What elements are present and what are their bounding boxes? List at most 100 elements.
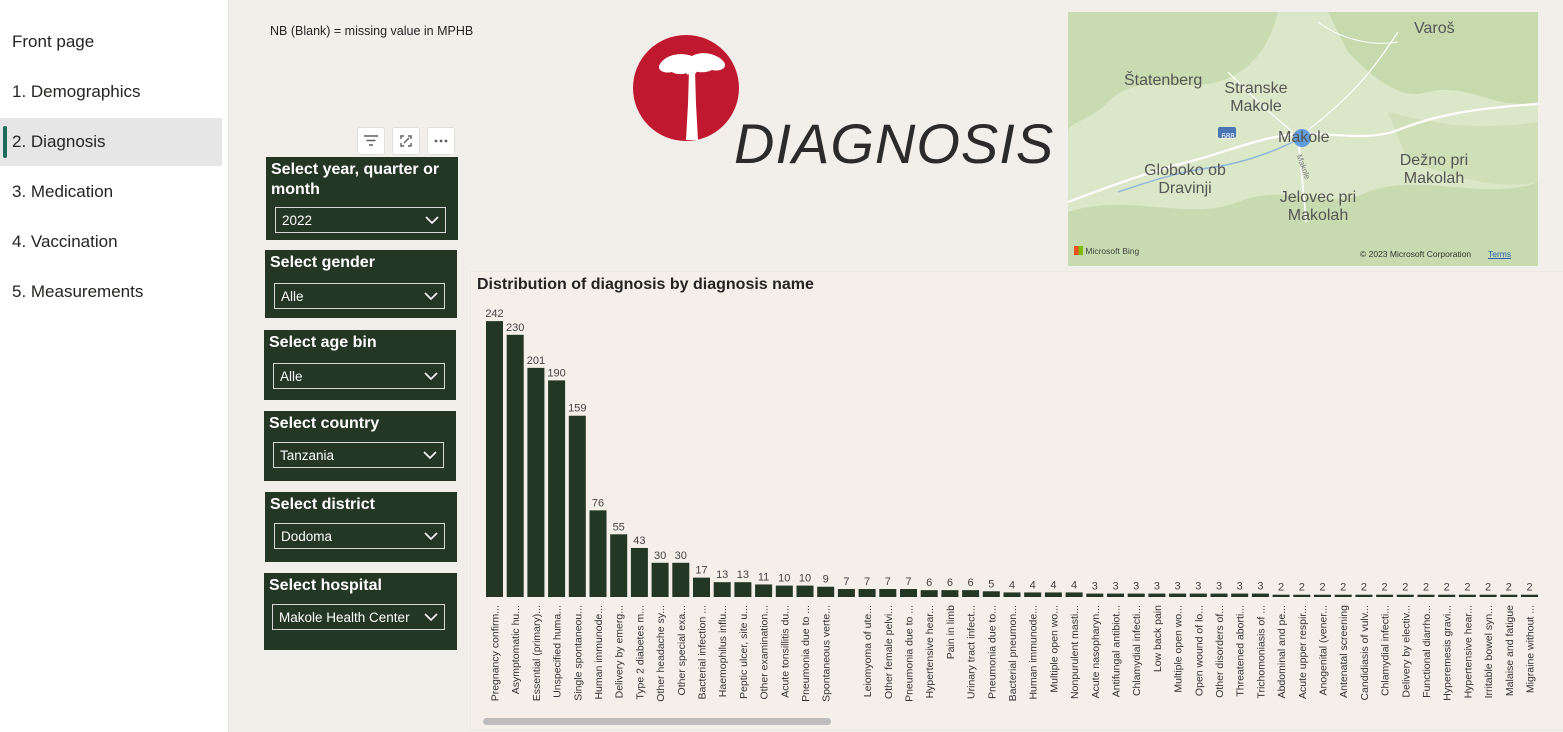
category-label: Hypertensive hear...	[924, 605, 936, 698]
data-label: 17	[695, 565, 707, 577]
filter-icon[interactable]	[357, 127, 385, 155]
nav-item-medication[interactable]: 3. Medication	[12, 182, 114, 201]
data-label: 43	[633, 535, 645, 547]
bar[interactable]	[630, 547, 648, 597]
gender-dropdown[interactable]: Alle	[274, 283, 445, 309]
slicer-period: Select year, quarter or month 2022	[266, 157, 458, 240]
bar[interactable]	[1024, 592, 1042, 597]
bar[interactable]	[1127, 593, 1145, 597]
bar[interactable]	[568, 415, 586, 597]
bar[interactable]	[506, 334, 524, 597]
bar[interactable]	[1293, 594, 1311, 597]
bar[interactable]	[1251, 593, 1269, 597]
data-label: 6	[968, 577, 974, 589]
nav-item-demographics[interactable]: 1. Demographics	[12, 82, 141, 101]
bar[interactable]	[1189, 593, 1207, 597]
nav-item-vaccination[interactable]: 4. Vaccination	[12, 232, 118, 251]
bar[interactable]	[589, 510, 607, 597]
bar[interactable]	[734, 582, 752, 597]
bar[interactable]	[1438, 594, 1456, 597]
bar[interactable]	[1500, 594, 1518, 597]
slicer-district-label: Select district	[270, 496, 375, 513]
bar[interactable]	[1044, 592, 1062, 597]
category-label: Anogenital (vener...	[1318, 605, 1330, 695]
bar[interactable]	[837, 589, 855, 597]
hospital-dropdown[interactable]: Makole Health Center	[272, 604, 445, 630]
more-options-icon[interactable]	[427, 127, 455, 155]
bar[interactable]	[610, 534, 628, 597]
bar[interactable]	[1376, 594, 1394, 597]
bar[interactable]	[1086, 593, 1104, 597]
data-label: 3	[1133, 581, 1139, 593]
age-bin-dropdown[interactable]: Alle	[273, 363, 445, 389]
country-dropdown[interactable]: Tanzania	[273, 442, 444, 468]
category-label: Other examination...	[759, 605, 771, 700]
bar[interactable]	[651, 562, 669, 597]
horizontal-scrollbar[interactable]	[483, 718, 831, 725]
data-label: 159	[568, 403, 586, 415]
data-label: 2	[1361, 582, 1367, 594]
nav-item-measurements[interactable]: 5. Measurements	[12, 282, 144, 301]
period-dropdown[interactable]: 2022	[275, 207, 446, 233]
bar[interactable]	[1334, 594, 1352, 597]
bar[interactable]	[962, 590, 980, 597]
data-label: 6	[947, 577, 953, 589]
chevron-down-icon	[424, 613, 438, 622]
location-map[interactable]: Varoš Štatenberg Stranske Makole Makole …	[1068, 12, 1538, 266]
category-label: Peptic ulcer, site u...	[738, 605, 750, 699]
bar[interactable]	[858, 589, 876, 597]
data-label: 2	[1340, 582, 1346, 594]
bar[interactable]	[1458, 594, 1476, 597]
bar[interactable]	[486, 321, 503, 597]
bar[interactable]	[796, 585, 814, 597]
bar[interactable]	[1003, 592, 1021, 597]
bar[interactable]	[1231, 593, 1249, 597]
bar[interactable]	[755, 584, 773, 597]
slicer-age-bin: Select age bin Alle	[264, 330, 456, 400]
district-dropdown-value: Dodoma	[281, 529, 333, 544]
chart-title: Distribution of diagnosis by diagnosis n…	[477, 276, 814, 293]
chevron-down-icon	[424, 532, 438, 541]
data-label: 2	[1526, 582, 1532, 594]
bar[interactable]	[527, 367, 545, 597]
map-terms-link[interactable]: Terms	[1488, 249, 1512, 259]
bar[interactable]	[1479, 594, 1497, 597]
bar[interactable]	[941, 590, 959, 597]
bar[interactable]	[1521, 594, 1538, 597]
bar[interactable]	[1272, 594, 1290, 597]
bar[interactable]	[1417, 594, 1435, 597]
data-label: 7	[864, 576, 870, 588]
data-label: 2	[1402, 582, 1408, 594]
bar[interactable]	[900, 589, 917, 597]
bar[interactable]	[817, 586, 835, 597]
data-label: 242	[485, 308, 503, 320]
bar[interactable]	[1396, 594, 1414, 597]
bar[interactable]	[672, 562, 690, 597]
bar[interactable]	[1355, 594, 1373, 597]
bar[interactable]	[548, 380, 566, 597]
nav-item-front-page[interactable]: Front page	[12, 32, 95, 51]
district-dropdown[interactable]: Dodoma	[274, 523, 445, 549]
bar[interactable]	[982, 591, 1000, 597]
category-label: Leiomyoma of ute...	[862, 605, 874, 697]
bar[interactable]	[1314, 594, 1331, 597]
bar[interactable]	[1148, 593, 1166, 597]
focus-mode-icon[interactable]	[392, 127, 420, 155]
bar[interactable]	[775, 585, 793, 597]
data-label: 2	[1382, 582, 1388, 594]
category-label: Pain in limb	[945, 605, 957, 659]
category-label: Low back pain	[1152, 605, 1164, 672]
bar[interactable]	[879, 589, 897, 597]
bar[interactable]	[1065, 592, 1083, 597]
category-label: Other special exa...	[676, 605, 688, 695]
bar[interactable]	[693, 577, 710, 597]
bar[interactable]	[713, 582, 731, 597]
category-label: Pregnancy confirm...	[490, 605, 502, 701]
bar[interactable]	[1210, 593, 1228, 597]
bar[interactable]	[1169, 593, 1187, 597]
bar[interactable]	[920, 590, 938, 597]
data-label: 2	[1444, 582, 1450, 594]
nav-item-diagnosis[interactable]: 2. Diagnosis	[0, 118, 222, 166]
data-label: 2	[1464, 582, 1470, 594]
bar[interactable]	[1107, 593, 1124, 597]
